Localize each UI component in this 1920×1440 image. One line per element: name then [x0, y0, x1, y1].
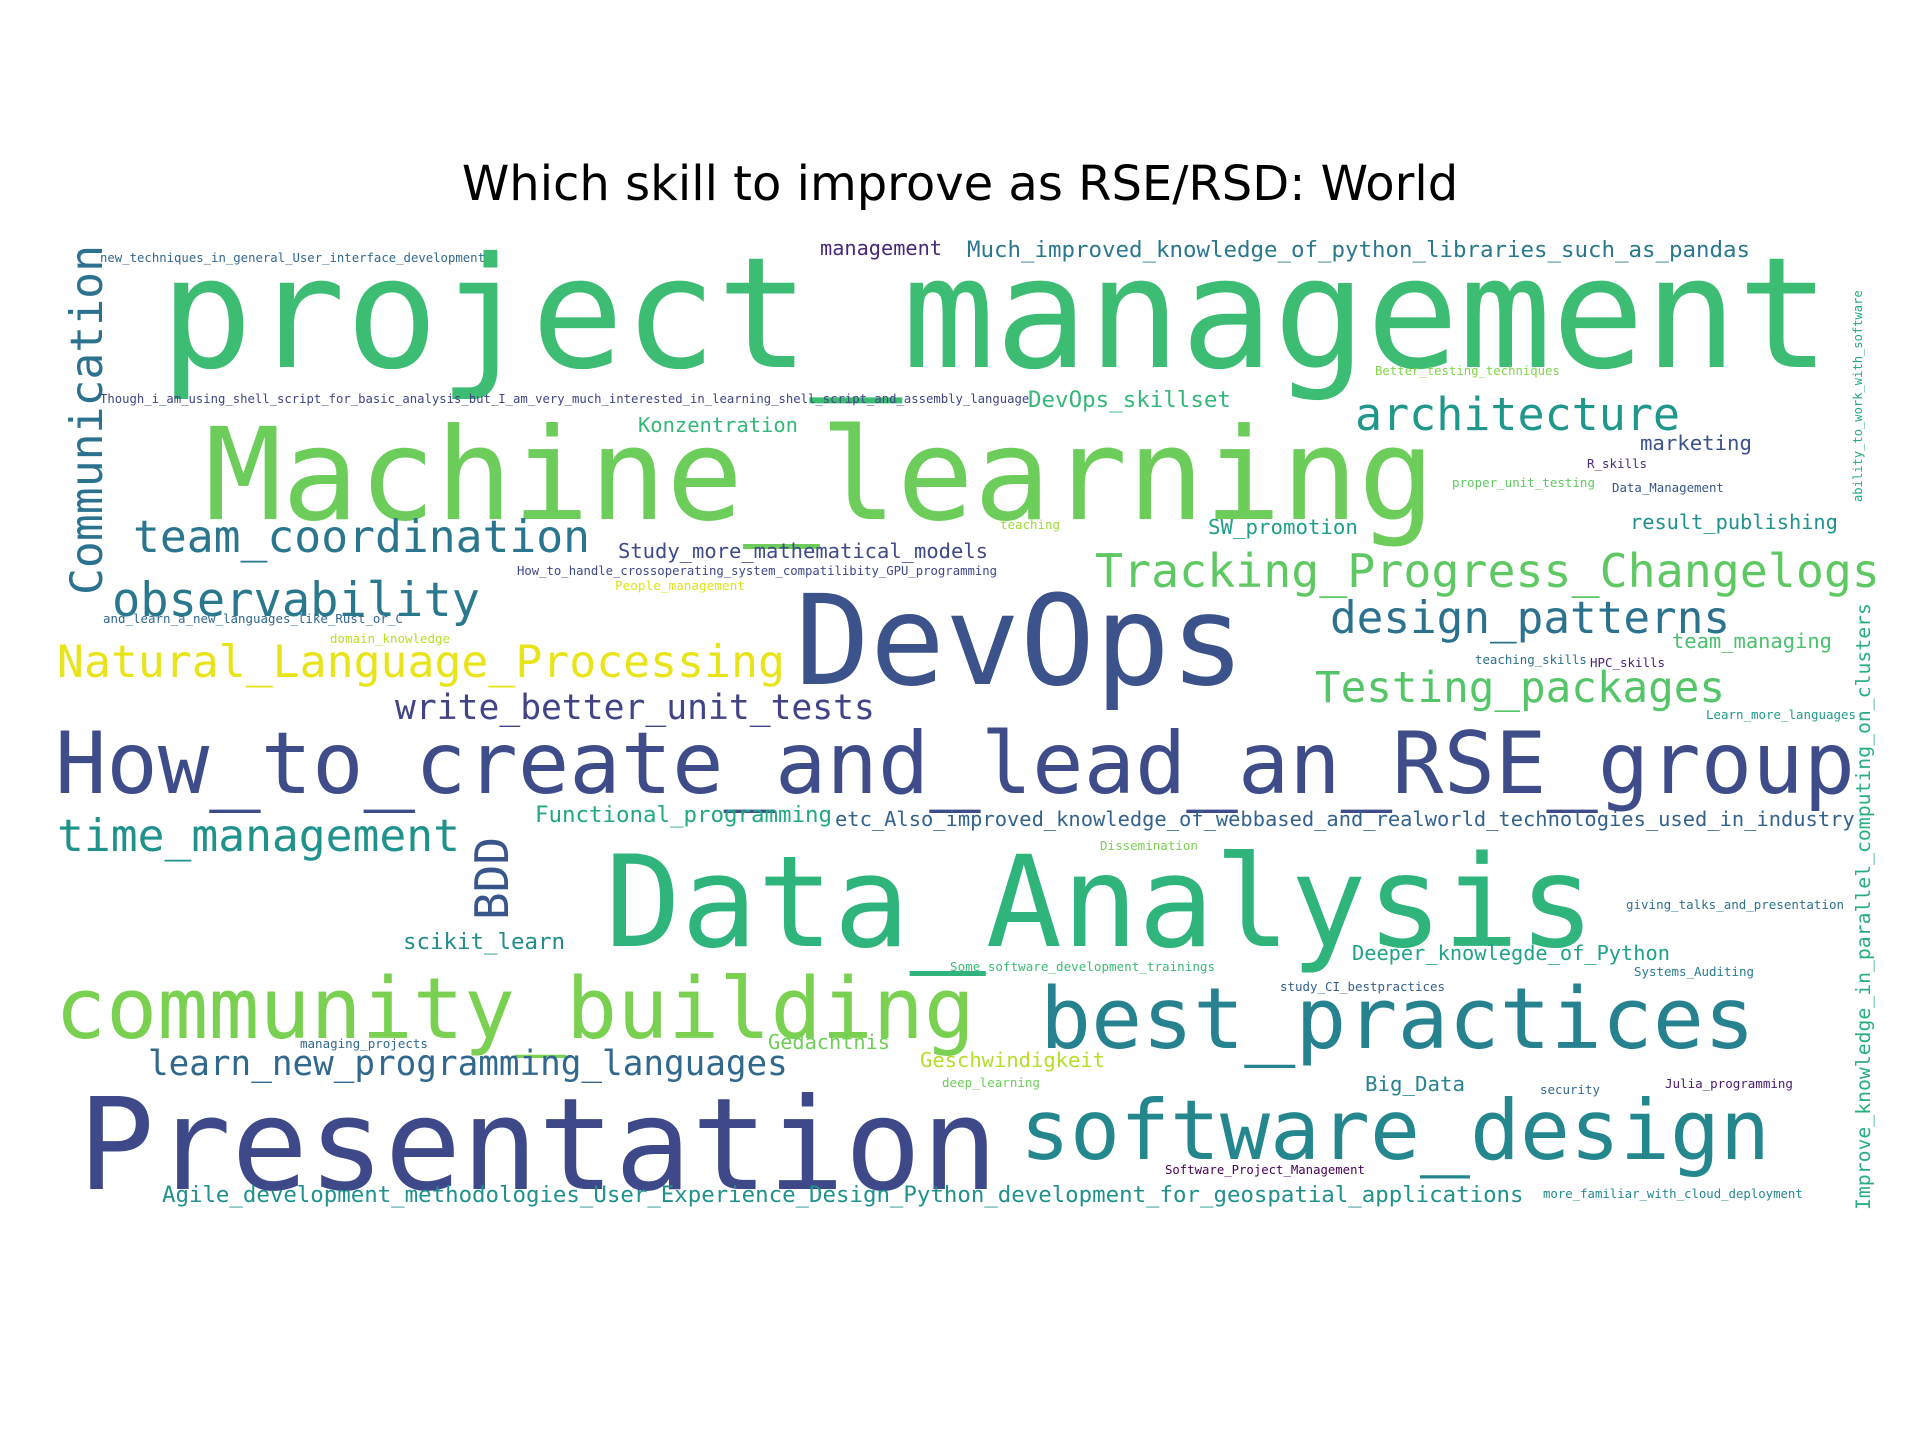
- cloud-word: management: [820, 236, 943, 260]
- cloud-word: How_to_handle_crossoperating_system_comp…: [517, 564, 997, 578]
- cloud-word: more_familiar_with_cloud_deployment: [1543, 1187, 1803, 1201]
- cloud-word: BDD: [465, 837, 519, 920]
- cloud-word: ability_to_work_with_software: [1851, 290, 1865, 502]
- cloud-word: Gedächtnis: [768, 1030, 891, 1054]
- cloud-word: and_learn_a_new_languages_like_Rust_or_C: [103, 611, 403, 626]
- cloud-word: team_coordination: [133, 511, 591, 563]
- cloud-word: Learn_more_languages: [1706, 707, 1856, 722]
- cloud-word: Better_testing_techniques: [1375, 364, 1560, 378]
- figure-title: Which skill to improve as RSE/RSD: World: [461, 156, 1459, 212]
- cloud-word: domain_knowledge: [330, 631, 450, 646]
- cloud-word: DevOps: [795, 569, 1246, 714]
- cloud-word: R_skills: [1587, 456, 1647, 471]
- cloud-word: scikit_learn: [403, 929, 565, 955]
- cloud-word: People_management: [615, 578, 745, 593]
- cloud-word: teaching: [1000, 517, 1060, 532]
- cloud-word: Though_i_am_using_shell_script_for_basic…: [100, 392, 1030, 406]
- cloud-word: Agile_development_methodologies_User_Exp…: [162, 1182, 1524, 1208]
- cloud-word: Improve_knowledge_in_parallel_computing_…: [1852, 603, 1875, 1210]
- cloud-word: Some_software_development_trainings: [950, 959, 1216, 974]
- cloud-word: proper_unit_testing: [1452, 475, 1595, 490]
- cloud-word: result_publishing: [1630, 510, 1838, 534]
- cloud-word: marketing: [1640, 431, 1752, 455]
- cloud-word: new_techniques_in_general_User_interface…: [100, 251, 485, 265]
- cloud-word: Systems_Auditing: [1634, 964, 1754, 979]
- cloud-word: How_to_create_and_lead_an_RSE_group: [55, 715, 1855, 814]
- cloud-word: Konzentration: [638, 413, 798, 437]
- cloud-word: time_management: [57, 810, 460, 862]
- cloud-word: Much_improved_knowledge_of_python_librar…: [967, 237, 1750, 263]
- cloud-word: Presentation: [78, 1072, 999, 1220]
- cloud-word: software_design: [1020, 1082, 1770, 1179]
- cloud-word: Communication: [60, 245, 113, 595]
- cloud-word: best_practices: [1040, 970, 1755, 1069]
- cloud-word: write_better_unit_tests: [395, 688, 875, 728]
- cloud-word: team_managing: [1672, 629, 1832, 653]
- cloud-word: Study_more_mathematical_models: [618, 539, 988, 563]
- cloud-word: Natural_Language_Processing: [57, 635, 785, 688]
- cloud-word: managing_projects: [300, 1036, 428, 1051]
- cloud-word: architecture: [1355, 388, 1680, 441]
- cloud-word: HPC_skills: [1590, 655, 1665, 670]
- cloud-word: study_CI_bestpractices: [1280, 979, 1445, 994]
- cloud-word: Geschwindigkeit: [920, 1048, 1105, 1072]
- cloud-word: security: [1540, 1082, 1600, 1097]
- cloud-word: Dissemination: [1100, 838, 1198, 853]
- cloud-word: Software_Project_Management: [1165, 1163, 1365, 1177]
- cloud-word: Machine_learning: [205, 401, 1435, 550]
- cloud-word: etc_Also_improved_knowledge_of_webbased_…: [835, 807, 1855, 831]
- cloud-word: project_management: [160, 225, 1831, 404]
- cloud-word: learn_new_programming_languages: [148, 1044, 788, 1084]
- cloud-word: Data_Analysis: [605, 829, 1596, 976]
- cloud-word: observability: [112, 573, 480, 628]
- cloud-word: Tracking_Progress_Changelogs: [1095, 544, 1880, 598]
- cloud-word: Testing_packages: [1315, 663, 1725, 713]
- cloud-word: Big_Data: [1365, 1072, 1465, 1096]
- cloud-word: deep_learning: [942, 1075, 1040, 1090]
- cloud-word: giving_talks_and_presentation: [1626, 897, 1844, 912]
- cloud-word: design_patterns: [1330, 593, 1731, 644]
- cloud-word: community_building: [55, 960, 975, 1059]
- cloud-word: Functional_programming: [535, 802, 832, 828]
- cloud-word: DevOps_skillset: [1028, 387, 1231, 413]
- cloud-word: SW_promotion: [1208, 515, 1358, 539]
- cloud-word: teaching_skills: [1475, 652, 1587, 667]
- cloud-word: Julia_programming: [1665, 1076, 1793, 1091]
- cloud-word: Deeper_knowlegde_of_Python: [1352, 941, 1670, 965]
- cloud-word: Data_Management: [1612, 480, 1724, 495]
